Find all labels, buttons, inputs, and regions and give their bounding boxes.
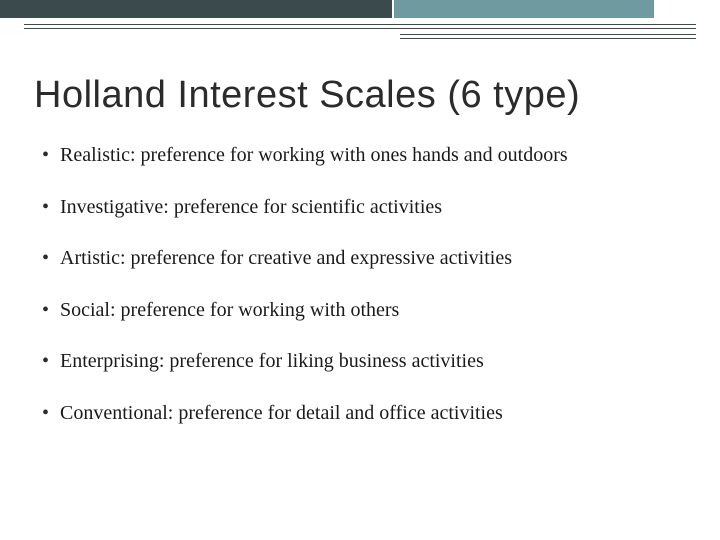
slide: Holland Interest Scales (6 type) Realist… xyxy=(0,0,720,540)
list-item: Social: preference for working with othe… xyxy=(42,299,680,323)
list-item: Artistic: preference for creative and ex… xyxy=(42,247,680,271)
bar-dark-segment xyxy=(0,0,392,18)
decorative-top-bar xyxy=(0,0,720,24)
double-rule xyxy=(24,24,696,29)
bullet-list: Realistic: preference for working with o… xyxy=(42,144,680,454)
double-rule-short xyxy=(400,34,696,39)
list-item: Realistic: preference for working with o… xyxy=(42,144,680,168)
list-item: Enterprising: preference for liking busi… xyxy=(42,350,680,374)
bar-teal-segment xyxy=(394,0,654,18)
slide-title: Holland Interest Scales (6 type) xyxy=(34,74,580,117)
list-item: Investigative: preference for scientific… xyxy=(42,196,680,220)
list-item: Conventional: preference for detail and … xyxy=(42,402,680,426)
